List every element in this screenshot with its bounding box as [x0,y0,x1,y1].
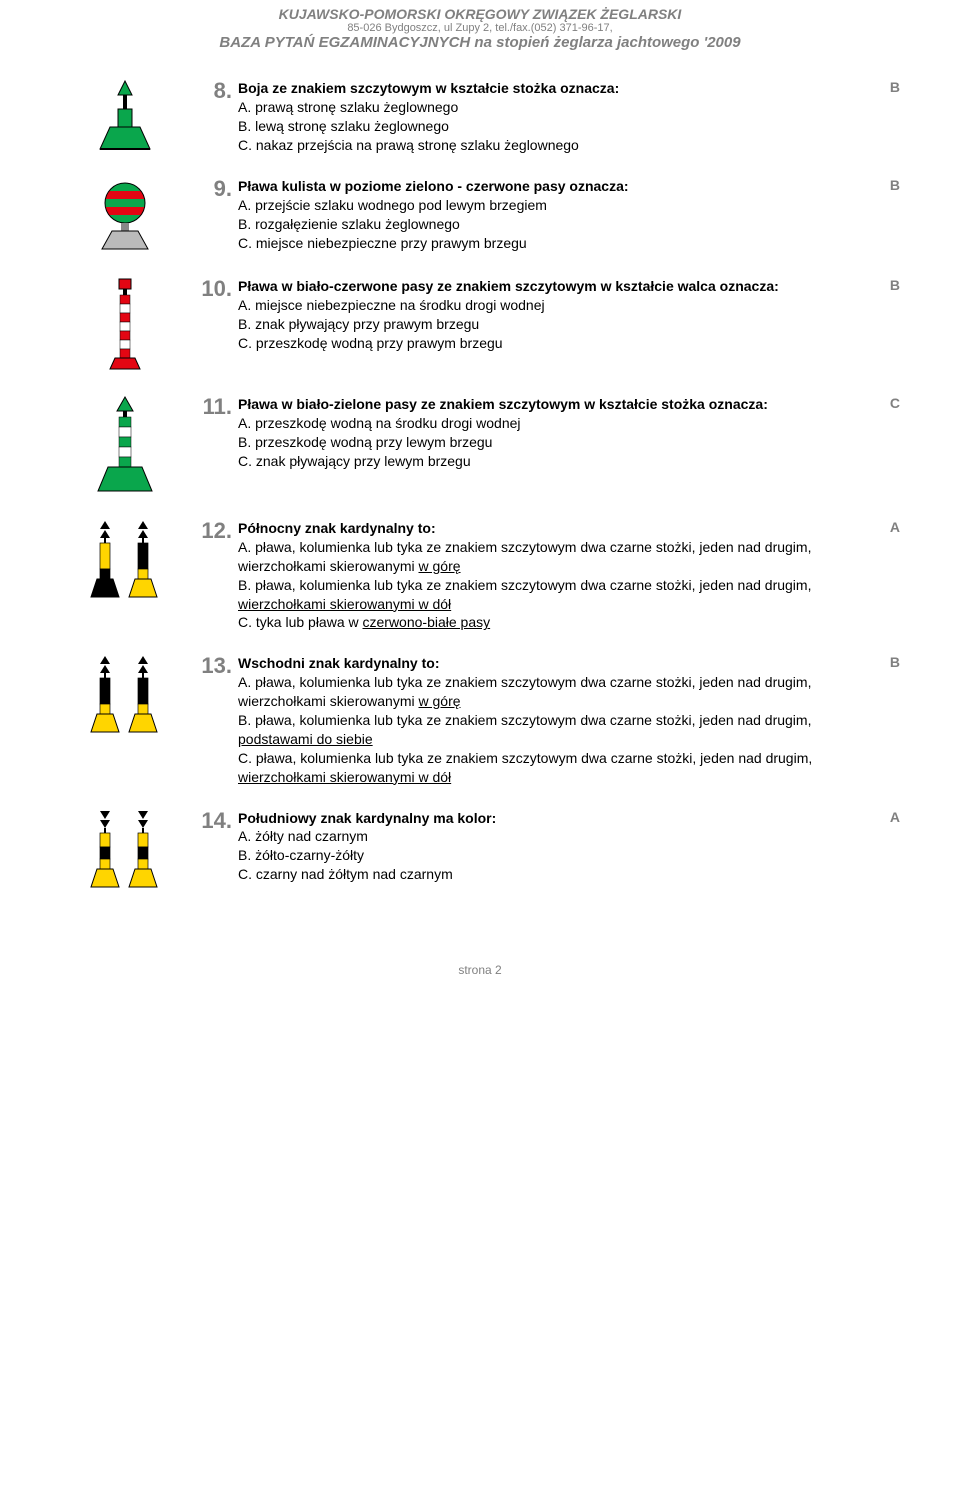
option: A. żółty nad czarnym [238,827,864,846]
option: A. pława, kolumienka lub tyka ze znakiem… [238,538,864,576]
buoy-icon [60,395,190,497]
option: C. miejsce niebezpieczne przy prawym brz… [238,234,864,253]
question-body: 8.Boja ze znakiem szczytowym w kształcie… [190,79,864,155]
question-row: 8.Boja ze znakiem szczytowym w kształcie… [60,79,900,155]
question-body: 13.Wschodni znak kardynalny to:A. pława,… [190,654,864,786]
option: B. pława, kolumienka lub tyka ze znakiem… [238,576,864,614]
question-stem: Wschodni znak kardynalny to: [238,654,864,673]
answer-key: B [864,79,900,95]
answer-key: A [864,519,900,535]
answer-key: A [864,809,900,825]
question-stem: Północny znak kardynalny to: [238,519,864,538]
question-body: 9.Pława kulista w poziome zielono - czer… [190,177,864,253]
option: B. znak pływający przy prawym brzegu [238,315,864,334]
question-number: 13. [190,654,238,678]
header-line-3: BAZA PYTAŃ EGZAMINACYJNYCH na stopień że… [0,34,960,51]
option: A. pława, kolumienka lub tyka ze znakiem… [238,673,864,711]
buoy-icon [60,809,190,891]
option: C. tyka lub pława w czerwono-białe pasy [238,613,864,632]
question-row: 13.Wschodni znak kardynalny to:A. pława,… [60,654,900,786]
question-stem: Południowy znak kardynalny ma kolor: [238,809,864,828]
page-header: KUJAWSKO-POMORSKI OKRĘGOWY ZWIĄZEK ŻEGLA… [0,0,960,59]
option: C. pława, kolumienka lub tyka ze znakiem… [238,749,864,787]
page-footer: strona 2 [0,943,960,997]
option: A. miejsce niebezpieczne na środku drogi… [238,296,864,315]
question-number: 11. [190,395,238,419]
option: B. żółto-czarny-żółty [238,846,864,865]
content-area: 8.Boja ze znakiem szczytowym w kształcie… [0,59,960,943]
option: A. prawą stronę szlaku żeglownego [238,98,864,117]
option: B. rozgałęzienie szlaku żeglownego [238,215,864,234]
question-text: Południowy znak kardynalny ma kolor:A. ż… [238,809,864,885]
header-line-1: KUJAWSKO-POMORSKI OKRĘGOWY ZWIĄZEK ŻEGLA… [0,6,960,22]
question-text: Pława kulista w poziome zielono - czerwo… [238,177,864,253]
option: C. przeszkodę wodną przy prawym brzegu [238,334,864,353]
answer-key: B [864,654,900,670]
question-row: 14.Południowy znak kardynalny ma kolor:A… [60,809,900,891]
question-stem: Pława w biało-czerwone pasy ze znakiem s… [238,277,864,296]
answer-key: B [864,177,900,193]
question-text: Pława w biało-zielone pasy ze znakiem sz… [238,395,864,471]
question-text: Boja ze znakiem szczytowym w kształcie s… [238,79,864,155]
question-stem: Pława kulista w poziome zielono - czerwo… [238,177,864,196]
question-row: 9.Pława kulista w poziome zielono - czer… [60,177,900,255]
question-body: 12.Północny znak kardynalny to:A. pława,… [190,519,864,632]
answer-key: B [864,277,900,293]
question-body: 14.Południowy znak kardynalny ma kolor:A… [190,809,864,885]
option: B. pława, kolumienka lub tyka ze znakiem… [238,711,864,749]
question-row: 10.Pława w biało-czerwone pasy ze znakie… [60,277,900,373]
question-stem: Pława w biało-zielone pasy ze znakiem sz… [238,395,864,414]
question-row: 12.Północny znak kardynalny to:A. pława,… [60,519,900,632]
option: C. czarny nad żółtym nad czarnym [238,865,864,884]
option: A. przeszkodę wodną na środku drogi wodn… [238,414,864,433]
option: C. nakaz przejścia na prawą stronę szlak… [238,136,864,155]
question-body: 10.Pława w biało-czerwone pasy ze znakie… [190,277,864,353]
buoy-icon [60,654,190,736]
buoy-icon [60,277,190,373]
option: C. znak pływający przy lewym brzegu [238,452,864,471]
option: B. lewą stronę szlaku żeglownego [238,117,864,136]
header-line-2: 85-026 Bydgoszcz, ul Zupy 2, tel./fax.(0… [0,22,960,34]
question-number: 9. [190,177,238,201]
question-body: 11.Pława w biało-zielone pasy ze znakiem… [190,395,864,471]
buoy-icon [60,519,190,601]
question-text: Pława w biało-czerwone pasy ze znakiem s… [238,277,864,353]
question-text: Wschodni znak kardynalny to:A. pława, ko… [238,654,864,786]
option: B. przeszkodę wodną przy lewym brzegu [238,433,864,452]
answer-key: C [864,395,900,411]
buoy-icon [60,177,190,255]
question-number: 14. [190,809,238,833]
question-stem: Boja ze znakiem szczytowym w kształcie s… [238,79,864,98]
question-number: 12. [190,519,238,543]
buoy-icon [60,79,190,155]
question-text: Północny znak kardynalny to:A. pława, ko… [238,519,864,632]
question-row: 11.Pława w biało-zielone pasy ze znakiem… [60,395,900,497]
page-number: strona 2 [458,963,501,977]
question-number: 8. [190,79,238,103]
option: A. przejście szlaku wodnego pod lewym br… [238,196,864,215]
question-number: 10. [190,277,238,301]
